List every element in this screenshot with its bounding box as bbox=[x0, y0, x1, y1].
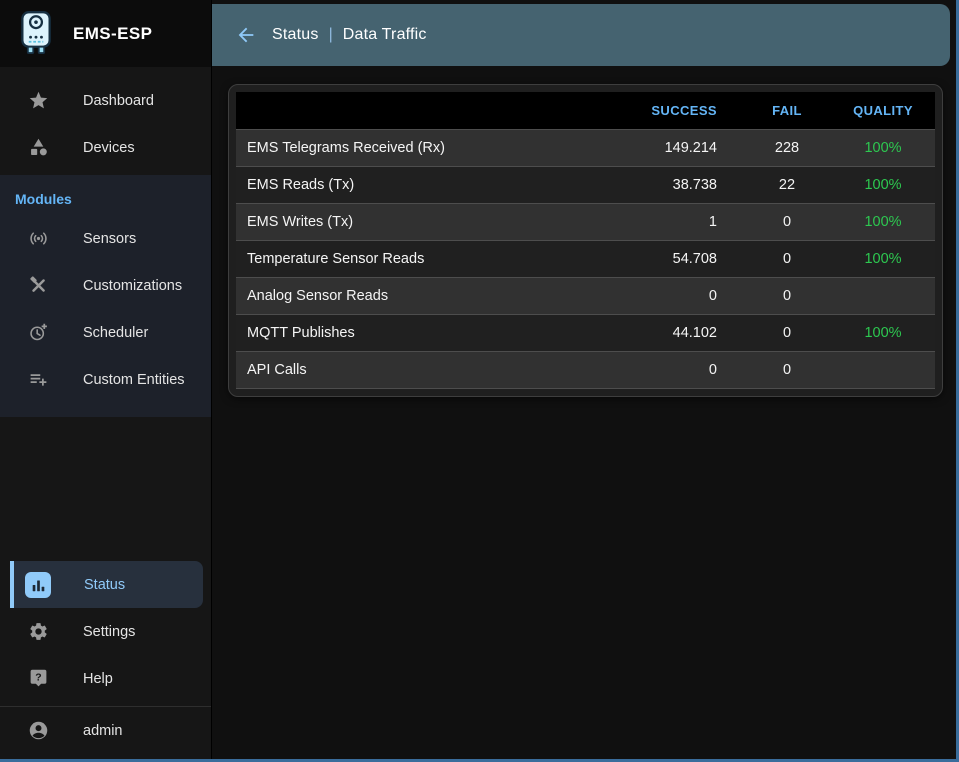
sidebar-item-sensors[interactable]: Sensors bbox=[10, 215, 203, 262]
sidebar-footer-nav: Status Settings ? Help bbox=[0, 561, 211, 702]
sidebar-modules-section: Modules Sensors bbox=[0, 175, 211, 417]
cell-quality: 100% bbox=[864, 251, 902, 267]
app-title: EMS-ESP bbox=[73, 23, 153, 43]
cell-success: 54.708 bbox=[672, 251, 717, 267]
cell-success: 0 bbox=[708, 288, 717, 304]
gear-icon bbox=[26, 620, 50, 644]
cell-success: 149.214 bbox=[664, 140, 717, 156]
cell-quality: 100% bbox=[864, 325, 902, 341]
sidebar-item-dashboard[interactable]: Dashboard bbox=[10, 77, 203, 124]
sidebar-item-label: Status bbox=[84, 576, 126, 593]
sidebar-item-label: Dashboard bbox=[83, 92, 154, 109]
sidebar-spacer bbox=[0, 417, 211, 561]
cell-success: 38.738 bbox=[672, 177, 717, 193]
row-label: MQTT Publishes bbox=[247, 325, 355, 341]
sidebar-item-status[interactable]: Status bbox=[10, 561, 203, 608]
table-row: Analog Sensor Reads 0 0 bbox=[236, 277, 935, 315]
star-icon bbox=[26, 89, 50, 113]
page-title: Status bbox=[272, 26, 319, 43]
cell-success: 0 bbox=[708, 362, 717, 378]
playlist-add-icon bbox=[26, 368, 50, 392]
sidebar-primary-nav: Dashboard Devices bbox=[0, 67, 211, 171]
help-icon: ? bbox=[26, 667, 50, 691]
cell-fail: 0 bbox=[782, 362, 792, 378]
row-label: EMS Telegrams Received (Rx) bbox=[247, 140, 445, 156]
cell-fail: 228 bbox=[774, 140, 800, 156]
row-label: API Calls bbox=[247, 362, 307, 378]
cell-quality bbox=[831, 278, 935, 315]
row-label: Analog Sensor Reads bbox=[247, 288, 389, 304]
col-header-fail: FAIL bbox=[772, 103, 802, 118]
cell-fail: 22 bbox=[778, 177, 796, 193]
sidebar-divider bbox=[0, 706, 211, 707]
clock-plus-icon bbox=[26, 321, 50, 345]
bar-chart-icon bbox=[25, 571, 51, 598]
page-subtitle: Data Traffic bbox=[342, 26, 427, 43]
cell-quality: 100% bbox=[864, 214, 902, 230]
sidebar-item-label: Custom Entities bbox=[83, 371, 185, 388]
col-header-success: SUCCESS bbox=[651, 103, 717, 118]
table-row: MQTT Publishes 44.102 0 100% bbox=[236, 314, 935, 352]
sidebar-item-customizations[interactable]: Customizations bbox=[10, 262, 203, 309]
sidebar-item-settings[interactable]: Settings bbox=[10, 608, 203, 655]
construction-icon bbox=[26, 274, 50, 298]
data-traffic-table: SUCCESS FAIL QUALITY EMS Telegrams Recei… bbox=[236, 92, 935, 389]
sidebar-item-label: Help bbox=[83, 670, 113, 687]
sidebar-item-label: Customizations bbox=[83, 277, 183, 294]
data-traffic-card: SUCCESS FAIL QUALITY EMS Telegrams Recei… bbox=[228, 84, 943, 397]
table-header-row: SUCCESS FAIL QUALITY bbox=[236, 92, 935, 130]
cell-fail: 0 bbox=[782, 214, 792, 230]
sidebar-item-label: Sensors bbox=[83, 230, 137, 247]
title-separator: | bbox=[328, 26, 333, 43]
sidebar-item-scheduler[interactable]: Scheduler bbox=[10, 309, 203, 356]
svg-text:?: ? bbox=[35, 672, 41, 684]
table-row: EMS Writes (Tx) 1 0 100% bbox=[236, 203, 935, 241]
cell-success: 44.102 bbox=[672, 325, 717, 341]
cell-fail: 0 bbox=[782, 251, 792, 267]
boiler-logo-icon bbox=[21, 10, 51, 54]
cell-success: 1 bbox=[708, 214, 717, 230]
appbar: Status | Data Traffic bbox=[212, 4, 950, 66]
sidebar-item-admin[interactable]: admin bbox=[10, 707, 203, 754]
row-label: Temperature Sensor Reads bbox=[247, 251, 425, 267]
cell-quality bbox=[831, 352, 935, 389]
modules-section-header: Modules bbox=[15, 191, 72, 207]
category-icon bbox=[26, 136, 50, 160]
main-content: Status | Data Traffic SUCCESS FAIL QUALI… bbox=[212, 0, 956, 759]
sidebar-item-label: Devices bbox=[83, 139, 135, 156]
table-row: API Calls 0 0 bbox=[236, 351, 935, 389]
sidebar-item-label: Scheduler bbox=[83, 324, 149, 341]
col-header-blank bbox=[236, 92, 623, 130]
cell-fail: 0 bbox=[782, 325, 792, 341]
sensors-icon bbox=[26, 227, 50, 251]
cell-fail: 0 bbox=[782, 288, 792, 304]
sidebar-item-devices[interactable]: Devices bbox=[10, 124, 203, 171]
cell-quality: 100% bbox=[864, 177, 902, 193]
sidebar-item-help[interactable]: ? Help bbox=[10, 655, 203, 702]
sidebar: EMS-ESP Dashboard Devices Modules bbox=[0, 0, 212, 759]
account-icon bbox=[26, 719, 50, 743]
sidebar-user-section: admin bbox=[0, 707, 211, 759]
user-name-label: admin bbox=[83, 722, 123, 739]
sidebar-item-custom-entities[interactable]: Custom Entities bbox=[10, 356, 203, 403]
row-label: EMS Reads (Tx) bbox=[247, 177, 355, 193]
col-header-quality: QUALITY bbox=[853, 103, 913, 118]
table-row: EMS Reads (Tx) 38.738 22 100% bbox=[236, 166, 935, 204]
brand-header: EMS-ESP bbox=[0, 0, 211, 67]
arrow-back-icon[interactable] bbox=[234, 23, 258, 47]
table-row: Temperature Sensor Reads 54.708 0 100% bbox=[236, 240, 935, 278]
sidebar-item-label: Settings bbox=[83, 623, 136, 640]
cell-quality: 100% bbox=[864, 140, 902, 156]
table-row: EMS Telegrams Received (Rx) 149.214 228 … bbox=[236, 129, 935, 167]
row-label: EMS Writes (Tx) bbox=[247, 214, 354, 230]
